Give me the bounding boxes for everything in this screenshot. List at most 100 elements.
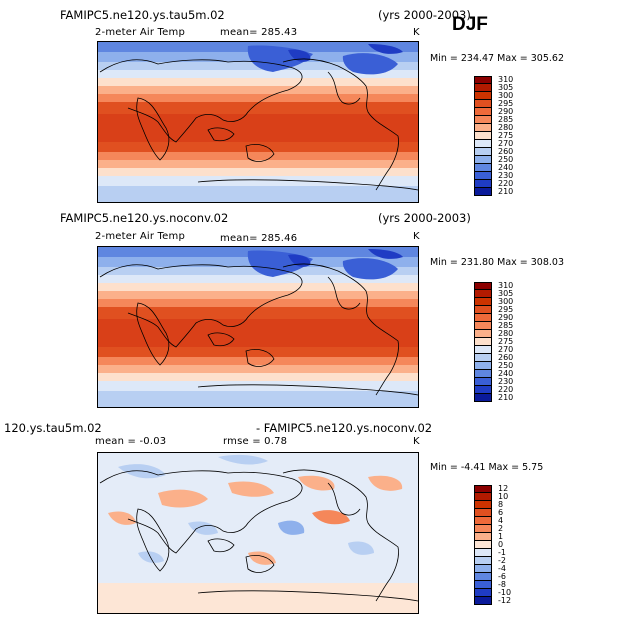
panel1-colorbar-labels: 310 305 300 295 290 285 280 275 270 260 …: [498, 76, 513, 196]
colorbar-swatch: [474, 108, 492, 116]
colorbar-swatch: [474, 597, 492, 605]
colorbar-swatch: [474, 573, 492, 581]
colorbar-label: -6: [498, 572, 506, 581]
colorbar-label: 230: [498, 377, 514, 386]
colorbar-swatch: [474, 100, 492, 108]
colorbar-swatch: [474, 533, 492, 541]
colorbar-label: 250: [498, 361, 514, 370]
colorbar-label: 275: [498, 337, 514, 346]
colorbar-label: 2: [498, 524, 504, 533]
colorbar-swatch: [474, 581, 492, 589]
colorbar-swatch: [474, 509, 492, 517]
panel3-colorbar: [474, 485, 492, 605]
colorbar-swatch: [474, 589, 492, 597]
colorbar-swatch: [474, 386, 492, 394]
panel2-colorbar: [474, 282, 492, 402]
colorbar-swatch: [474, 525, 492, 533]
colorbar-swatch: [474, 188, 492, 196]
colorbar-label: -1: [498, 548, 506, 557]
colorbar-swatch: [474, 549, 492, 557]
colorbar-swatch: [474, 306, 492, 314]
colorbar-label: -8: [498, 580, 506, 589]
colorbar-swatch: [474, 517, 492, 525]
colorbar-swatch: [474, 76, 492, 84]
colorbar-label: 210: [498, 393, 514, 402]
colorbar-label: 230: [498, 171, 514, 180]
colorbar-label: 4: [498, 516, 504, 525]
colorbar-label: 1: [498, 532, 504, 541]
panel2-mean: mean= 285.46: [220, 233, 298, 244]
colorbar-label: 260: [498, 353, 514, 362]
panel2-title: FAMIPC5.ne120.ys.noconv.02: [60, 211, 229, 225]
panel3-minmax: Min = -4.41 Max = 5.75: [430, 462, 544, 473]
colorbar-swatch: [474, 282, 492, 290]
colorbar-label: 290: [498, 313, 514, 322]
colorbar-label: 12: [498, 484, 509, 493]
panel2-years: (yrs 2000-2003): [378, 211, 471, 225]
colorbar-swatch: [474, 394, 492, 402]
panel1-years: (yrs 2000-2003): [378, 8, 471, 22]
colorbar-label: 0: [498, 540, 504, 549]
colorbar-swatch: [474, 330, 492, 338]
panel2-variable: 2-meter Air Temp: [95, 231, 185, 242]
colorbar-label: -4: [498, 564, 506, 573]
colorbar-swatch: [474, 140, 492, 148]
colorbar-label: 300: [498, 91, 514, 100]
colorbar-swatch: [474, 485, 492, 493]
colorbar-swatch: [474, 493, 492, 501]
panel2-minmax: Min = 231.80 Max = 308.03: [430, 257, 564, 268]
colorbar-label: 220: [498, 179, 514, 188]
colorbar-label: 220: [498, 385, 514, 394]
colorbar-swatch: [474, 378, 492, 386]
colorbar-label: 270: [498, 345, 514, 354]
panel3-rmse: rmse = 0.78: [223, 436, 288, 447]
colorbar-swatch: [474, 156, 492, 164]
colorbar-label: 305: [498, 83, 514, 92]
colorbar-label: 275: [498, 131, 514, 140]
panel3-mean: mean = -0.03: [95, 436, 167, 447]
colorbar-swatch: [474, 501, 492, 509]
colorbar-swatch: [474, 84, 492, 92]
colorbar-label: 285: [498, 321, 514, 330]
colorbar-label: 280: [498, 123, 514, 132]
colorbar-swatch: [474, 148, 492, 156]
colorbar-swatch: [474, 124, 492, 132]
panel2-colorbar-labels: 310 305 300 295 290 285 280 275 270 260 …: [498, 282, 513, 402]
colorbar-swatch: [474, 362, 492, 370]
colorbar-swatch: [474, 172, 492, 180]
colorbar-swatch: [474, 557, 492, 565]
colorbar-label: 300: [498, 297, 514, 306]
panel3-colorbar-labels: 12 10 8 6 4 2 1 0 -1 -2 -4 -6 -8 -10 -12: [498, 485, 511, 605]
panel1-variable: 2-meter Air Temp: [95, 27, 185, 38]
panel2-units: K: [413, 231, 420, 242]
colorbar-swatch: [474, 164, 492, 172]
colorbar-label: 10: [498, 492, 509, 501]
panel1-units: K: [413, 27, 420, 38]
colorbar-label: -12: [498, 596, 512, 605]
colorbar-swatch: [474, 116, 492, 124]
colorbar-swatch: [474, 290, 492, 298]
colorbar-label: 270: [498, 139, 514, 148]
colorbar-label: 6: [498, 508, 504, 517]
colorbar-swatch: [474, 322, 492, 330]
panel3-units: K: [413, 436, 420, 447]
colorbar-swatch: [474, 370, 492, 378]
colorbar-label: 240: [498, 369, 514, 378]
panel1-map: [97, 41, 419, 203]
colorbar-label: 260: [498, 147, 514, 156]
panel2-map: [97, 246, 419, 408]
colorbar-swatch: [474, 132, 492, 140]
panel1-minmax: Min = 234.47 Max = 305.62: [430, 53, 564, 64]
season-label: DJF: [452, 14, 488, 35]
colorbar-label: 240: [498, 163, 514, 172]
colorbar-swatch: [474, 346, 492, 354]
colorbar-swatch: [474, 180, 492, 188]
colorbar-label: 295: [498, 305, 514, 314]
colorbar-swatch: [474, 298, 492, 306]
panel3-title-left: 120.ys.tau5m.02: [4, 421, 102, 435]
colorbar-label: 305: [498, 289, 514, 298]
panel1-mean: mean= 285.43: [220, 27, 298, 38]
panel3-title-right: - FAMIPC5.ne120.ys.noconv.02: [256, 421, 433, 435]
colorbar-label: 210: [498, 187, 514, 196]
colorbar-label: -2: [498, 556, 506, 565]
